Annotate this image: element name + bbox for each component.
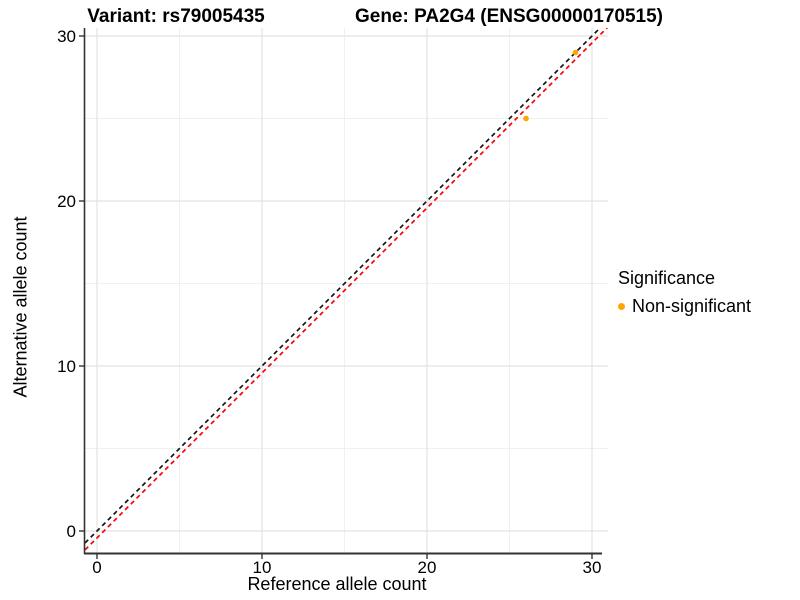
legend-item-label: Non-significant (632, 296, 752, 316)
y-tick-label-0: 0 (67, 522, 76, 541)
x-axis-title: Reference allele count (247, 574, 427, 594)
x-tick-label-30: 30 (583, 558, 602, 577)
plot-title-gene: Gene: PA2G4 (ENSG00000170515) (354, 6, 664, 27)
data-point-26-25 (523, 115, 529, 122)
x-tick-label-10: 10 (253, 558, 272, 577)
x-tick-label-0: 0 (92, 558, 101, 577)
identity-line (85, 28, 602, 544)
data-point-29-29 (572, 49, 579, 56)
legend-title: Significance (618, 268, 716, 288)
y-axis-title: Alternative allele count (10, 216, 31, 398)
y-tick-label-20: 20 (57, 192, 76, 211)
y-tick-label-10: 10 (57, 357, 76, 376)
x-tick-label-20: 20 (418, 558, 437, 577)
legend-item: Non-significant (618, 296, 751, 317)
y-tick-label-30: 30 (57, 27, 76, 46)
legend-point-swatch (618, 303, 625, 310)
plot-title-variant: Variant: rs79005435 (87, 6, 265, 27)
legend: Significance Non-significant (618, 268, 751, 317)
expected-ratio-line (85, 28, 608, 551)
